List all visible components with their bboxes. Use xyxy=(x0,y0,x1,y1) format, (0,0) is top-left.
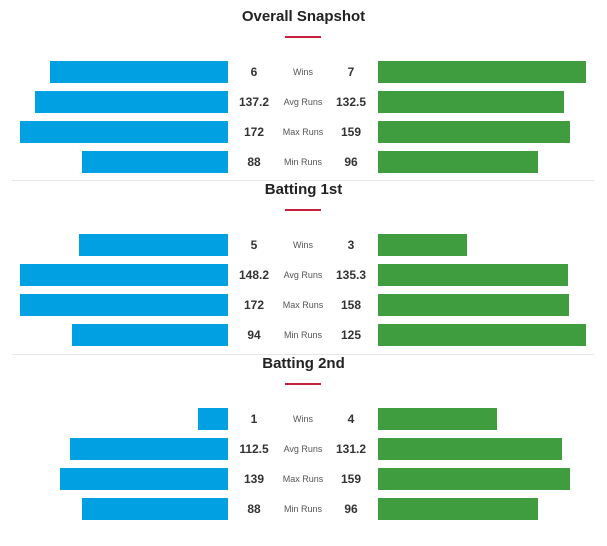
section-title: Batting 2nd xyxy=(262,355,345,372)
bar-right-min-runs xyxy=(378,498,538,520)
bar-right-avg-runs xyxy=(378,91,564,113)
value-left: 172 xyxy=(243,125,265,139)
value-left: 148.2 xyxy=(238,268,270,282)
bar-right-avg-runs xyxy=(378,438,562,460)
section-title: Overall Snapshot xyxy=(241,8,366,25)
metric-label: Wins xyxy=(293,240,313,250)
value-right: 7 xyxy=(347,65,355,79)
bar-left-wins xyxy=(79,234,228,256)
section-divider xyxy=(12,180,594,181)
bar-left-max-runs xyxy=(20,121,228,143)
bar-left-avg-runs xyxy=(20,264,228,286)
value-left: 137.2 xyxy=(238,95,270,109)
bar-left-min-runs xyxy=(82,151,228,173)
value-left: 88 xyxy=(247,502,261,516)
bar-right-wins xyxy=(378,234,467,256)
bar-left-wins xyxy=(50,61,228,83)
metric-label: Max Runs xyxy=(282,474,324,484)
value-left: 139 xyxy=(243,472,265,486)
metric-label: Avg Runs xyxy=(283,444,323,454)
bar-left-max-runs xyxy=(60,468,228,490)
value-left: 1 xyxy=(250,412,258,426)
value-left: 88 xyxy=(247,155,261,169)
bar-right-max-runs xyxy=(378,294,569,316)
value-right: 4 xyxy=(347,412,355,426)
bar-right-max-runs xyxy=(378,121,570,143)
value-left: 172 xyxy=(243,298,265,312)
bar-left-avg-runs xyxy=(35,91,228,113)
value-left: 6 xyxy=(250,65,258,79)
metric-label: Min Runs xyxy=(283,157,322,167)
value-left: 94 xyxy=(247,328,261,342)
value-right: 96 xyxy=(344,502,358,516)
bar-left-avg-runs xyxy=(70,438,228,460)
value-right: 158 xyxy=(340,298,362,312)
section-title-underline xyxy=(285,36,321,38)
metric-label: Min Runs xyxy=(283,504,322,514)
value-right: 3 xyxy=(347,238,355,252)
value-right: 135.3 xyxy=(335,268,367,282)
value-right: 125 xyxy=(340,328,362,342)
metric-label: Max Runs xyxy=(282,127,324,137)
value-left: 5 xyxy=(250,238,258,252)
bar-right-avg-runs xyxy=(378,264,568,286)
value-right: 132.5 xyxy=(335,95,367,109)
metric-label: Avg Runs xyxy=(283,97,323,107)
section-title-underline xyxy=(285,383,321,385)
metric-label: Wins xyxy=(293,414,313,424)
bar-right-min-runs xyxy=(378,324,586,346)
value-left: 112.5 xyxy=(239,442,269,456)
bar-right-min-runs xyxy=(378,151,538,173)
section-divider xyxy=(12,354,594,355)
value-right: 159 xyxy=(340,125,362,139)
bar-left-min-runs xyxy=(72,324,228,346)
bar-left-wins xyxy=(198,408,228,430)
value-right: 159 xyxy=(340,472,362,486)
metric-label: Avg Runs xyxy=(283,270,323,280)
bar-left-min-runs xyxy=(82,498,228,520)
bar-left-max-runs xyxy=(20,294,228,316)
bar-right-max-runs xyxy=(378,468,570,490)
bar-right-wins xyxy=(378,61,586,83)
metric-label: Min Runs xyxy=(283,330,322,340)
bar-right-wins xyxy=(378,408,497,430)
value-right: 96 xyxy=(344,155,358,169)
metric-label: Wins xyxy=(293,67,313,77)
metric-label: Max Runs xyxy=(282,300,324,310)
value-right: 131.2 xyxy=(335,442,367,456)
section-title-underline xyxy=(285,209,321,211)
section-title: Batting 1st xyxy=(264,181,343,198)
